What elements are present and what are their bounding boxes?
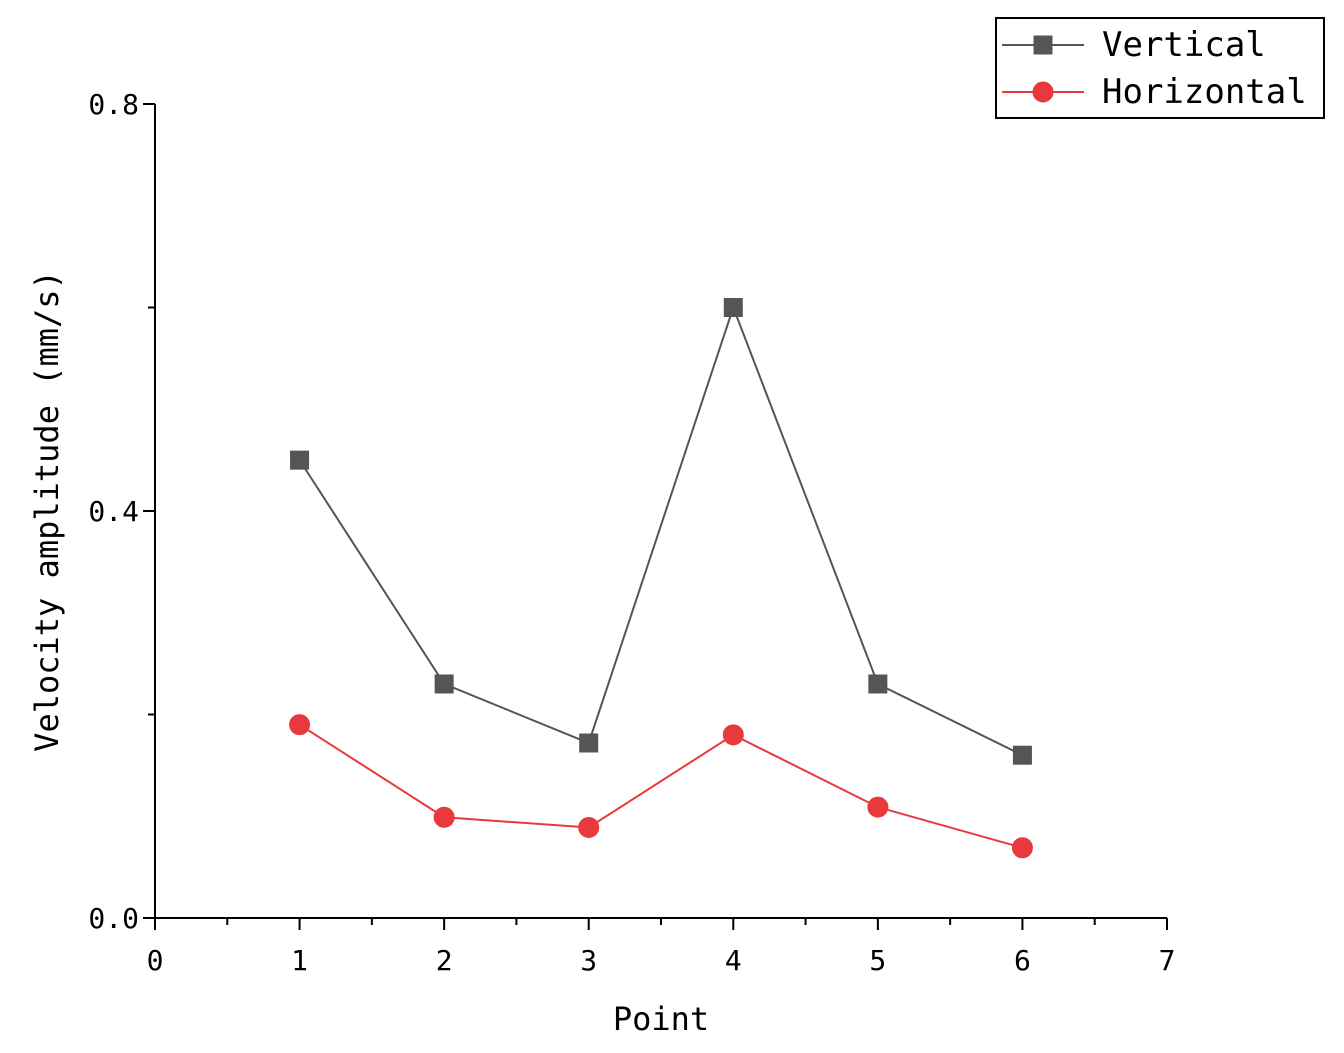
data-point-horizontal <box>722 724 744 746</box>
y-ticks: 0.0 0.4 0.8 <box>88 88 155 935</box>
x-tick-label: 6 <box>1014 944 1031 977</box>
legend-item-vertical: Vertical <box>1002 25 1266 65</box>
data-point-vertical <box>723 298 743 317</box>
x-tick-label: 4 <box>725 944 742 977</box>
data-point-vertical <box>1012 745 1032 765</box>
series-line-vertical <box>298 304 1023 757</box>
y-axis-title: Velocity amplitude (mm/s) <box>28 270 66 752</box>
legend-label: Horizontal <box>1102 72 1307 112</box>
y-tick-label: 0.8 <box>88 88 139 121</box>
series-layer <box>289 298 1033 859</box>
y-tick-label: 0.4 <box>88 495 139 528</box>
x-tick-label: 1 <box>291 944 308 977</box>
x-tick-label: 7 <box>1159 944 1176 977</box>
series-vertical <box>290 298 1032 765</box>
data-point-horizontal <box>1011 837 1033 859</box>
y-tick-label: 0.0 <box>88 902 139 935</box>
x-tick-label: 3 <box>580 944 597 977</box>
x-tick-label: 2 <box>436 944 453 977</box>
data-point-vertical <box>868 674 888 694</box>
data-point-horizontal <box>867 796 889 818</box>
data-point-horizontal <box>578 816 600 838</box>
x-ticks: 0 1 2 3 4 5 6 7 <box>147 918 1176 977</box>
data-point-vertical <box>290 450 310 470</box>
legend-item-horizontal: Horizontal <box>1002 72 1307 112</box>
legend-marker <box>1032 81 1054 103</box>
x-axis-title: Point <box>613 1000 709 1038</box>
legend-marker <box>1033 35 1053 55</box>
legend-label: Vertical <box>1102 25 1266 65</box>
series-horizontal <box>289 714 1033 859</box>
data-point-horizontal <box>289 714 311 736</box>
series-line-horizontal <box>299 723 1023 849</box>
x-tick-label: 5 <box>869 944 886 977</box>
x-tick-label: 0 <box>147 944 164 977</box>
data-point-vertical <box>434 674 454 694</box>
legend-box <box>995 17 1325 119</box>
data-point-horizontal <box>433 806 455 828</box>
data-point-vertical <box>579 733 599 753</box>
legend: Vertical Horizontal <box>995 17 1325 119</box>
axes: 0 1 2 3 4 5 6 7 0.0 0.4 0.8 <box>88 88 1175 977</box>
